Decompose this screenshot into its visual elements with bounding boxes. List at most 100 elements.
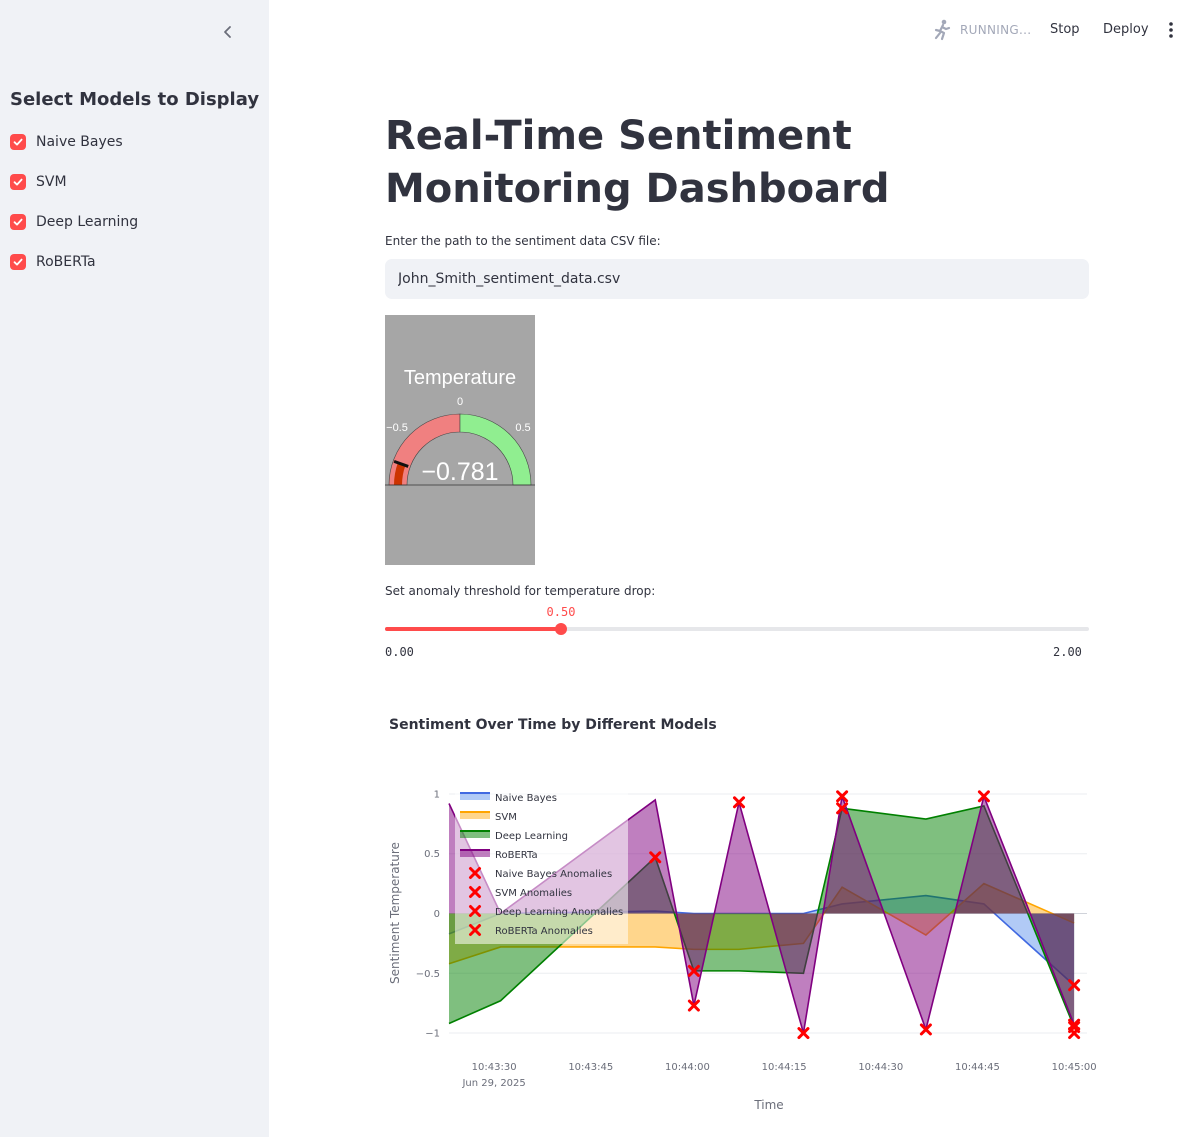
anomaly-stroke [1068,979,1081,992]
checkbox-checked-icon[interactable] [10,214,26,230]
anomaly-marker [836,802,849,815]
gauge-tick-pos: 0.5 [515,422,530,434]
checkbox-label: Deep Learning [36,214,139,230]
gauge-tick-zero: 0 [457,396,463,408]
deploy-button[interactable]: Deploy [1103,22,1149,37]
chart-title: Sentiment Over Time by Different Models [389,717,717,733]
y-tick-label: 0 [434,909,440,920]
checkbox-label: RoBERTa [36,254,96,270]
stop-button[interactable]: Stop [1050,22,1080,37]
x-tick-label: 10:44:45 [955,1062,1000,1073]
legend-entry: Naive Bayes Anomalies [495,869,612,880]
csv-path-input[interactable] [385,259,1089,299]
status-text: RUNNING... [960,23,1032,37]
checkbox-svm[interactable]: SVM [10,172,67,192]
path-input-label: Enter the path to the sentiment data CSV… [385,234,661,248]
anomaly-marker [797,1027,810,1040]
x-tick-label: 10:44:00 [665,1062,710,1073]
sidebar-title: Select Models to Display [10,89,260,110]
gauge-tick-neg: −0.5 [386,422,408,434]
checkbox-roberta[interactable]: RoBERTa [10,252,96,272]
legend-entry: Naive Bayes [495,793,557,804]
checkbox-label: Naive Bayes [36,134,123,150]
gauge-value: −0.781 [421,458,498,486]
legend-entry: RoBERTa [495,850,538,861]
anomaly-marker [687,999,700,1012]
anomaly-stroke [1068,1018,1081,1031]
slider-value: 0.50 [546,605,576,619]
anomaly-marker [1068,1018,1081,1031]
checkbox-checked-icon[interactable] [10,134,26,150]
checkbox-label: SVM [36,174,67,190]
legend-swatch [460,850,490,857]
sidebar: Select Models to Display Naive Bayes SVM… [0,0,269,1137]
legend-anomaly-marker [469,905,481,917]
y-tick-label: −0.5 [416,969,440,980]
anomaly-stroke [797,1027,810,1040]
chevron-left-icon[interactable] [218,22,238,42]
gauge-title: Temperature [404,367,516,389]
x-axis-title: Time [753,1098,783,1112]
legend-entry: Deep Learning [495,831,568,842]
checkbox-naive-bayes[interactable]: Naive Bayes [10,132,123,152]
anomaly-stroke [733,796,745,809]
gauge-threshold-marker [393,459,409,468]
x-tick-label: 10:44:30 [858,1062,903,1073]
slider-thumb[interactable] [555,623,567,635]
x-tick-label: 10:43:45 [568,1062,613,1073]
y-tick-label: 0.5 [424,849,440,860]
running-status: RUNNING... [930,18,1031,42]
anomaly-marker [919,1023,932,1036]
anomaly-stroke [469,924,481,936]
anomaly-stroke [1068,1021,1081,1034]
threshold-slider[interactable] [385,623,1089,635]
y-tick-label: 1 [434,789,440,800]
legend-swatch [460,812,490,819]
running-man-icon [934,19,951,41]
y-tick-label: −1 [425,1029,440,1040]
x-tick-label: 10:45:00 [1052,1062,1097,1073]
legend-swatch [460,831,490,838]
anomaly-stroke [649,851,662,864]
x-tick-sublabel: Jun 29, 2025 [461,1078,525,1089]
gauge-value-bar [394,462,406,485]
legend-background [455,788,628,944]
checkbox-checked-icon[interactable] [10,254,26,270]
checkbox-checked-icon[interactable] [10,174,26,190]
slider-fill [385,627,561,631]
page-title: Real-Time Sentiment Monitoring Dashboard [385,113,890,212]
anomaly-marker [1068,1021,1081,1034]
anomaly-marker [977,790,990,803]
anomaly-stroke [977,790,990,803]
checkbox-deep-learning[interactable]: Deep Learning [10,212,138,232]
legend-entry: Deep Learning Anomalies [495,907,623,918]
anomaly-stroke [836,790,849,803]
temperature-gauge: Temperature 0 −0.5 0.5 −0.781 [385,315,535,565]
series-area-deep-learning [449,805,1075,1028]
anomaly-stroke [919,1023,932,1036]
legend-entry: SVM Anomalies [495,888,572,899]
x-tick-label: 10:43:30 [472,1062,517,1073]
legend-entry: RoBERTa Anomalies [495,926,593,937]
anomaly-stroke [469,886,481,898]
kebab-menu-icon[interactable] [1164,20,1178,40]
threshold-slider-label: Set anomaly threshold for temperature dr… [385,584,656,598]
legend-entry: SVM [495,812,517,823]
slider-max-label: 2.00 [1053,645,1082,659]
y-axis-title: Sentiment Temperature [388,842,402,984]
x-tick-label: 10:44:15 [762,1062,807,1073]
anomaly-marker [687,964,700,977]
slider-min-label: 0.00 [385,645,414,659]
legend-anomaly-marker [469,886,481,898]
anomaly-stroke [687,964,700,977]
anomaly-marker [836,790,849,803]
anomaly-marker [1068,979,1081,992]
anomaly-stroke [836,802,849,815]
legend-anomaly-marker [469,924,481,936]
legend-anomaly-marker [469,867,481,879]
anomaly-marker [649,851,662,864]
anomaly-marker [733,796,745,809]
anomaly-stroke [469,905,481,917]
anomaly-stroke [687,999,700,1012]
